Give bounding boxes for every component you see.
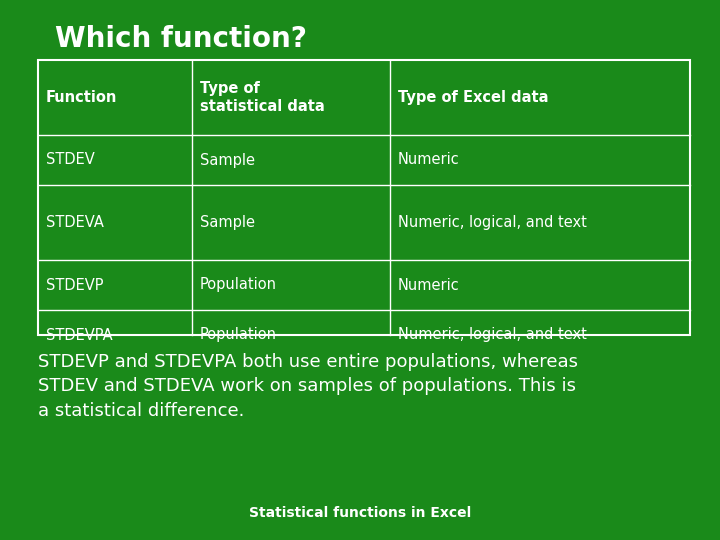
Text: STDEVP: STDEVP xyxy=(46,278,104,293)
Text: Sample: Sample xyxy=(200,152,255,167)
Text: Numeric: Numeric xyxy=(398,152,460,167)
Text: Sample: Sample xyxy=(200,215,255,230)
Text: Type of
statistical data: Type of statistical data xyxy=(200,82,325,114)
Text: STDEVPA: STDEVPA xyxy=(46,327,112,342)
Text: STDEVA: STDEVA xyxy=(46,215,104,230)
Text: Numeric, logical, and text: Numeric, logical, and text xyxy=(398,215,587,230)
Text: Function: Function xyxy=(46,90,117,105)
Text: STDEVP and STDEVPA both use entire populations, whereas
STDEV and STDEVA work on: STDEVP and STDEVPA both use entire popul… xyxy=(38,353,578,420)
Bar xyxy=(38,60,690,335)
Text: STDEV: STDEV xyxy=(46,152,95,167)
Text: Type of Excel data: Type of Excel data xyxy=(398,90,549,105)
Text: Numeric, logical, and text: Numeric, logical, and text xyxy=(398,327,587,342)
Text: Population: Population xyxy=(200,278,277,293)
Text: Statistical functions in Excel: Statistical functions in Excel xyxy=(249,506,471,520)
Text: Numeric: Numeric xyxy=(398,278,460,293)
Text: Population: Population xyxy=(200,327,277,342)
Text: Which function?: Which function? xyxy=(55,25,307,53)
